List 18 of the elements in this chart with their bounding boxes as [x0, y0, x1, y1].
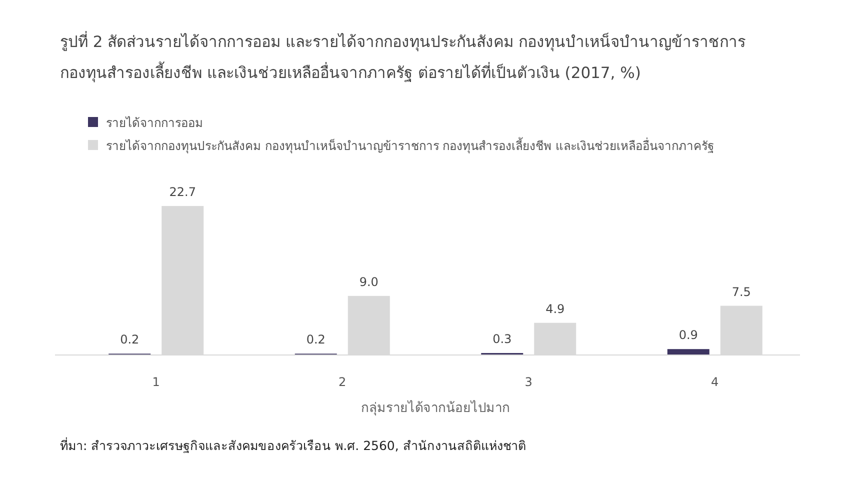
legend-label: รายได้จากการออม: [106, 116, 203, 130]
data-label: 22.7: [169, 185, 196, 199]
bar: [667, 349, 710, 355]
x-tick-label: 1: [152, 375, 160, 389]
text: ที่มา: สำรวจภาวะเศรษฐกิจและสังคมของครัวเรือน พ.ศ. 2560, สำนักงานสถิติแห่งชาติ: [60, 437, 526, 453]
title: รูปที่ 2 สัดส่วนรายได้จากการออม และรายได้จากกองทุนประกันสังคม กองทุนบำเหน็จบำนาญข้าราชการ กองทุนสำรองเลี้ยงชีพ และเงินช่วยเหลืออื่นจากภาครัฐ ต่อรายได้ที่เป็นตัวเงิน (2017, %): [60, 33, 746, 82]
x-tick-label: 3: [524, 375, 532, 389]
data-label: 0.3: [492, 332, 512, 346]
data-label: 9.0: [359, 274, 378, 289]
legend-label: รายได้จากกองทุนประกันสังคม กองทุนบำเหน็จบำนาญข้าราชการ กองทุนสำรองเลี้ยงชีพ และเงินช่วยเหลืออื่นจากภาครัฐ: [106, 137, 714, 154]
data-label: 0.9: [678, 328, 698, 342]
data-label: 7.5: [732, 284, 751, 299]
data-label: 4.9: [546, 302, 565, 316]
data-label: 0.2: [306, 332, 326, 347]
x-tick-label: 2: [338, 375, 346, 389]
x-axis-title: กลุ่มรายได้จากน้อยไปมาก: [361, 400, 510, 416]
data-label: 0.2: [120, 332, 140, 347]
x-tick-label: 4: [711, 375, 719, 389]
